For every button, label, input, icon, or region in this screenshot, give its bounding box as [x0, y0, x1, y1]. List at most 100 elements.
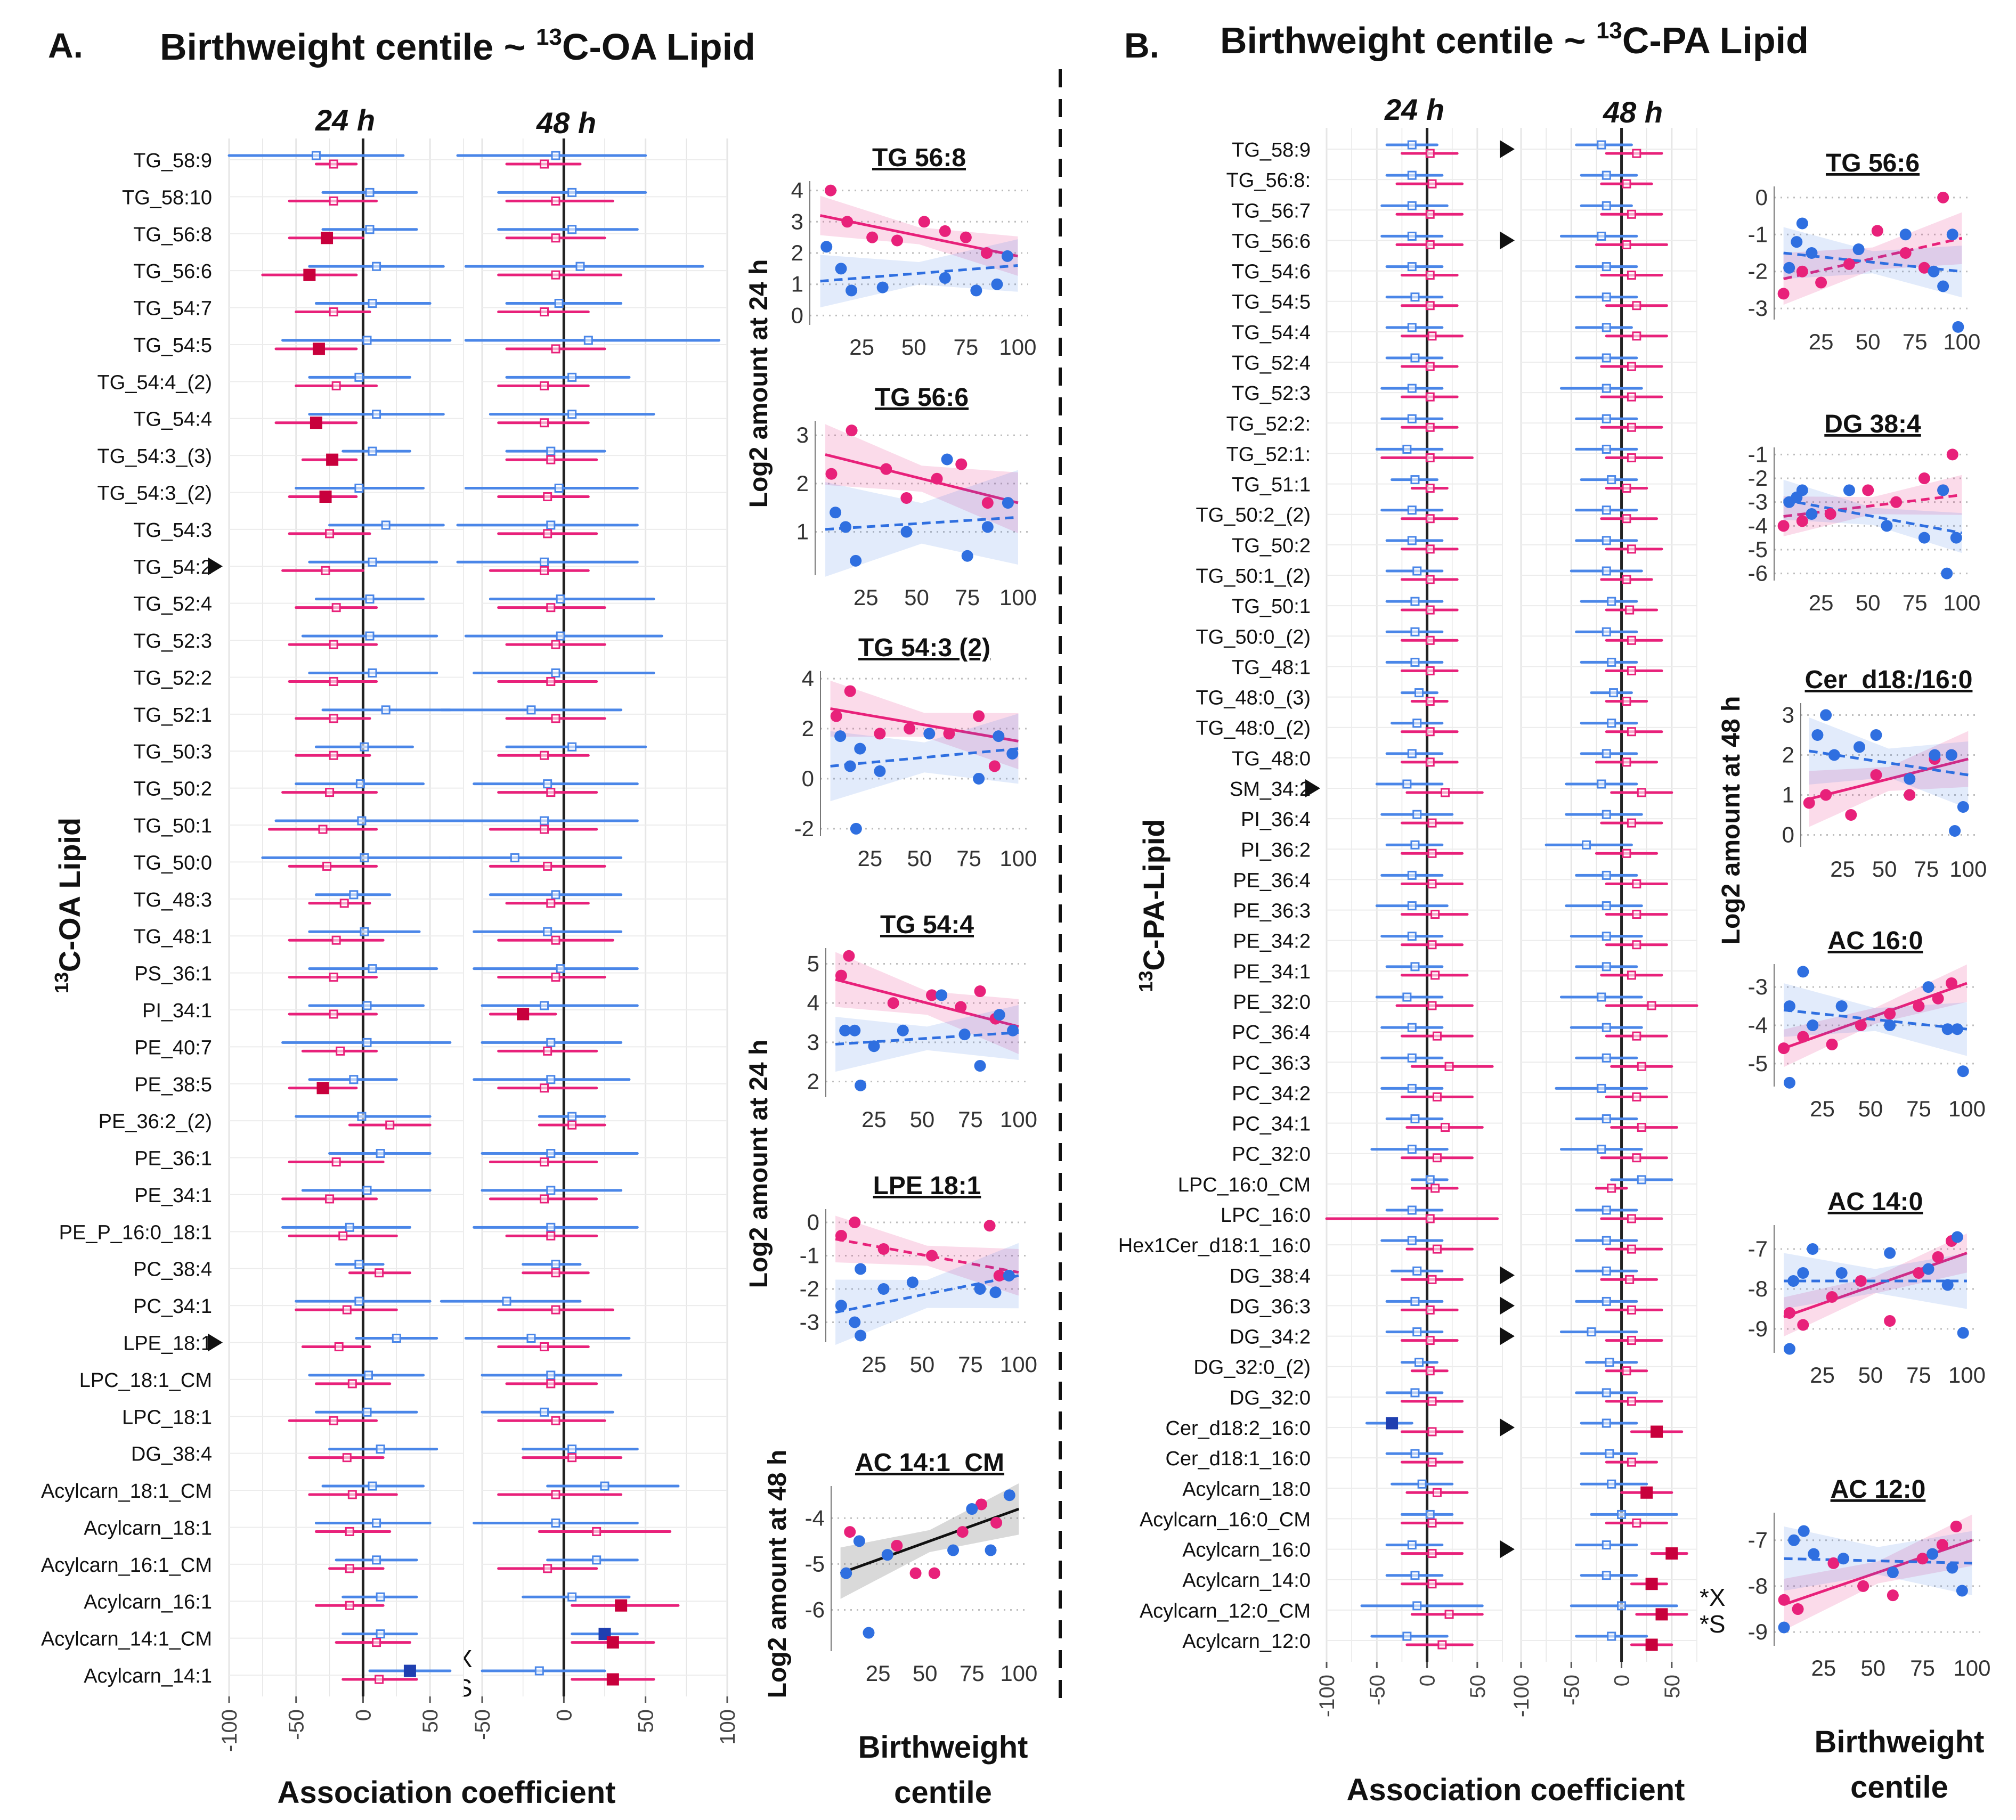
- lipid-label-acylcarn-12-0-cm: Acylcarn_12:0_CM: [1140, 1600, 1311, 1622]
- scatter-point-pink: [928, 1567, 940, 1579]
- estimate-point-tg-48-3: [349, 890, 359, 900]
- scatter-point-blue: [1950, 532, 1962, 544]
- estimate-point-tg-48-3: [546, 899, 556, 908]
- scatter-point-pink: [909, 1567, 922, 1579]
- scatter-y-tick-label: 4: [791, 178, 803, 203]
- estimate-point-acylcarn-16-1-cm: [543, 1564, 552, 1573]
- estimate-point-lpc-18-1-cm: [363, 1370, 373, 1380]
- scatter-point-blue: [1806, 508, 1818, 520]
- scatter-point-blue-low: [855, 1329, 867, 1342]
- estimate-point-pi-36-4: [1602, 810, 1611, 819]
- lipid-label-pi-36-2: PI_36:2: [1241, 839, 1311, 861]
- estimate-point-tg-56-6: [575, 262, 585, 271]
- scatter-point-blue: [1796, 484, 1808, 496]
- scatter-point-blue: [1835, 1000, 1848, 1013]
- scatter-point-blue: [868, 1040, 880, 1052]
- scatter-point-blue: [1006, 748, 1019, 760]
- scatter-y-tick-label: 2: [796, 471, 809, 496]
- estimate-point-tg-56-8: [1622, 179, 1631, 189]
- scatter-x-tick-label: 75: [1903, 590, 1928, 615]
- estimate-point-tg-50-1: [1625, 605, 1635, 615]
- scatter-x-tick-label: 25: [1811, 1655, 1836, 1680]
- estimate-point-tg-52-1: [1627, 453, 1636, 462]
- scatter-x-tick-label: 25: [1810, 1096, 1835, 1121]
- scatter-point-blue: [1797, 966, 1809, 978]
- scatter-point-blue: [1926, 1548, 1939, 1560]
- estimate-point-pe-36-2-2: [357, 1112, 367, 1121]
- scatter-point-pink: [1777, 288, 1790, 300]
- scatter-y-tick-label: -4: [1748, 1013, 1768, 1038]
- lipid-label-lpc-18-1-cm: LPC_18:1_CM: [79, 1369, 212, 1392]
- estimate-point-lpc-16-0-cm: [1637, 1175, 1646, 1185]
- estimate-point-acylcarn-16-0: [1427, 1549, 1437, 1558]
- estimate-point-lpc-16-0: [1602, 1205, 1611, 1215]
- estimate-point-pe-34-1: [540, 1194, 549, 1204]
- estimate-point-tg-52-3: [551, 640, 560, 649]
- estimate-point-pc-36-3: [1637, 1062, 1646, 1071]
- estimate-point-pc-34-1: [1602, 1114, 1611, 1124]
- scatter-fit-line-pink: [835, 1237, 1019, 1274]
- estimate-point-acylcarn-14-1-cm: [606, 1636, 619, 1649]
- scatter-b-ac-12-0: AC 12:0 -9 -8 -7 25 50 75 100: [1748, 1475, 1991, 1680]
- scatter-x-tick-label: 50: [1856, 590, 1881, 615]
- estimate-point-pe-32-0: [1597, 992, 1606, 1002]
- estimate-point-acylcarn-12-0-cm: [1617, 1601, 1627, 1611]
- estimate-point-tg-52-3: [365, 631, 375, 641]
- scatter-point-blue: [973, 772, 985, 785]
- estimate-point-dg-38-4: [1602, 1266, 1611, 1276]
- scatter-point-blue: [989, 1286, 1002, 1299]
- scatter-a-tg-56-8: TG 56:8 0 1 2 3 4 25 50 75 100: [791, 144, 1037, 360]
- estimate-point-cer-d18-2-16-0: [1602, 1418, 1611, 1428]
- estimate-point-dg-32-0: [1410, 1388, 1420, 1398]
- scatter-point-pink: [1946, 448, 1958, 461]
- scatter-point-pink: [1827, 1557, 1840, 1569]
- scatter-x-tick-label: 50: [901, 334, 926, 360]
- estimate-point-tg-52-2: [1602, 414, 1611, 423]
- estimate-point-tg-54-3-3: [546, 446, 556, 456]
- estimate-point-tg-54-3-3: [326, 453, 339, 466]
- lipid-label-tg-54-4: TG_54:4: [133, 409, 212, 431]
- scatter-point-pink: [844, 685, 856, 697]
- lipid-label-tg-50-2: TG_50:2: [1232, 535, 1311, 557]
- estimate-point-tg-48-0-2: [1607, 719, 1616, 728]
- panel-a-scatter-xlabel-1: Birthweight: [858, 1730, 1028, 1765]
- estimate-point-acylcarn-16-0-cm: [1425, 1509, 1435, 1519]
- scatter-title: LPE 18:1: [873, 1172, 981, 1200]
- lipid-label-pc-34-1: PC_34:1: [133, 1295, 212, 1318]
- lipid-label-pe-36-2-2: PE_36:2_(2): [99, 1111, 212, 1133]
- scatter-y-tick-label: 2: [1782, 742, 1794, 768]
- lipid-label-pc-34-1: PC_34:1: [1232, 1113, 1311, 1136]
- estimate-point-lpc-16-0: [1407, 1205, 1417, 1215]
- scatter-point-pink: [891, 234, 903, 247]
- estimate-point-tg-52-3: [1627, 392, 1636, 402]
- estimate-point-tg-50-1: [357, 816, 367, 826]
- estimate-point-tg-52-1: [1602, 444, 1611, 454]
- estimate-point-tg-52-2: [1407, 414, 1417, 423]
- lipid-label-tg-48-0: TG_48:0: [1232, 748, 1311, 770]
- estimate-point-tg-58-9: [1632, 149, 1641, 158]
- x-tick-label: -50: [1365, 1675, 1389, 1705]
- scatter-point-pink: [900, 492, 913, 504]
- estimate-point-acylcarn-16-0: [1665, 1547, 1678, 1560]
- estimate-point-tg-54-2: [368, 557, 377, 567]
- estimate-point-tg-54-4: [540, 418, 549, 428]
- lipid-label-pe-p-16-0-18-1: PE_P_16:0_18:1: [59, 1221, 212, 1244]
- scatter-point-blue: [854, 742, 866, 755]
- scatter-point-blue: [840, 1567, 852, 1579]
- facet-b-24h: -100 -50 0 50: [1305, 128, 1503, 1717]
- scatter-point-pink: [1796, 265, 1808, 278]
- scatter-fit-line-pink: [1783, 1539, 1973, 1606]
- estimate-point-dg-32-0-2: [1622, 1366, 1631, 1376]
- scatter-point-blue: [1788, 1534, 1800, 1546]
- estimate-point-tg-56-7: [1627, 209, 1636, 219]
- x-tick-label: 50: [419, 1709, 442, 1733]
- estimate-point-pe-p-16-0-18-1: [546, 1231, 556, 1240]
- estimate-point-pe-36-1: [540, 1157, 549, 1167]
- estimate-point-tg-54-5: [1410, 292, 1420, 302]
- lipid-label-sm-34-2: SM_34:2: [1230, 778, 1311, 801]
- lipid-label-tg-50-1: TG_50:1: [133, 815, 212, 837]
- scatter-point-blue: [849, 1316, 861, 1328]
- estimate-point-tg-54-7: [540, 307, 549, 317]
- scatter-x-tick-label: 50: [1860, 1655, 1885, 1680]
- scatter-x-tick-label: 75: [956, 846, 981, 871]
